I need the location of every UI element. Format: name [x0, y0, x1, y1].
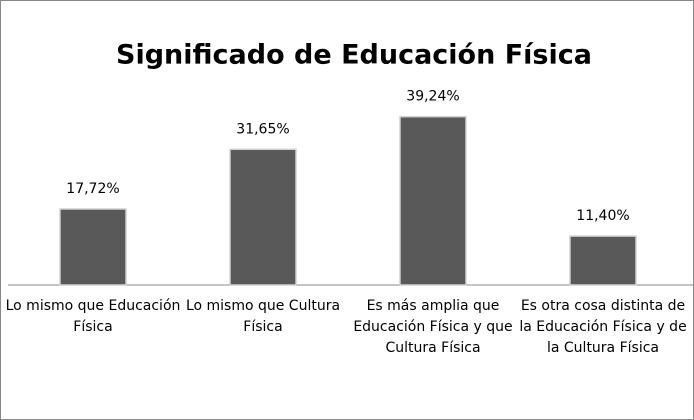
x-tick-label: Es otra cosa distinta de la Educación Fí… [519, 298, 687, 356]
data-label: 17,72% [66, 181, 119, 197]
data-label: 11,40% [576, 208, 629, 224]
data-label: 39,24% [406, 89, 459, 105]
x-tick-label: Es más amplia que Educación Física y que… [353, 298, 513, 356]
data-label: 31,65% [236, 121, 289, 137]
x-tick-label: Lo mismo que Cultura Física [185, 298, 341, 335]
chart-title: Significado de Educación Física [116, 40, 592, 71]
bar [399, 115, 467, 286]
bar [569, 235, 637, 286]
bar [229, 148, 297, 286]
bar [59, 208, 127, 286]
x-tick-label: Lo mismo que Educación Física [5, 298, 181, 335]
